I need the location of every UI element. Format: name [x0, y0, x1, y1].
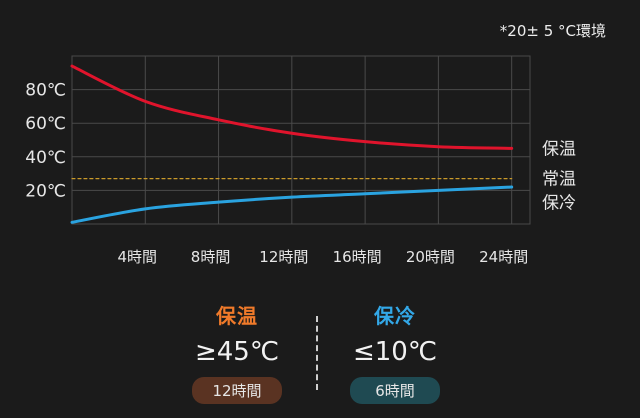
x-tick-label: 4時間	[118, 248, 158, 266]
x-tick-label: 24時間	[479, 248, 528, 266]
summary-cold-title: 保冷	[374, 304, 416, 328]
summary-hot-title: 保温	[216, 304, 258, 328]
x-tick-label: 12時間	[259, 248, 308, 266]
y-tick-label: 80℃	[25, 81, 66, 101]
series-line-0	[70, 64, 514, 150]
summary-cold-value: ≤10℃	[352, 337, 438, 367]
series-label-1: 常温	[542, 170, 576, 190]
environment-note: *20± 5 °C環境	[499, 22, 606, 40]
x-tick-label: 20時間	[406, 248, 455, 266]
y-tick-label: 40℃	[25, 148, 66, 168]
series-label-0: 保温	[542, 139, 576, 159]
x-tick-label: 8時間	[191, 248, 231, 266]
y-tick-label: 60℃	[25, 114, 66, 134]
series-label-2: 保冷	[542, 194, 576, 214]
x-tick-label: 16時間	[333, 248, 382, 266]
plot-frame	[71, 55, 531, 225]
summary-hot-value: ≥45℃	[194, 337, 280, 367]
y-tick-label: 20℃	[25, 181, 66, 201]
summary-cold: 保冷 ≤10℃ 6時間	[325, 300, 465, 404]
series-line-2	[70, 185, 514, 224]
summary-divider	[316, 316, 318, 390]
summary-hot: 保温 ≥45℃ 12時間	[167, 300, 307, 404]
summary-cold-time: 6時間	[350, 377, 440, 404]
summary-hot-time: 12時間	[192, 377, 282, 404]
